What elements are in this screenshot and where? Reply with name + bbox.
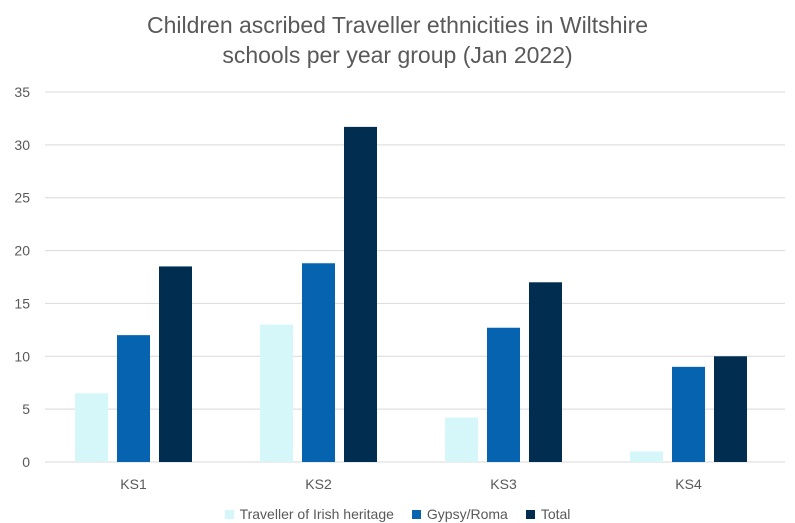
bar-ks3-series-2 [529, 282, 562, 462]
bar-ks1-series-0 [75, 393, 108, 462]
bar-ks1-series-1 [117, 335, 150, 462]
bar-ks4-series-0 [630, 451, 663, 462]
legend-item: Traveller of Irish heritage [224, 505, 394, 523]
y-tick-label: 25 [14, 190, 30, 206]
legend-label: Total [540, 506, 571, 522]
legend-item: Gypsy/Roma [411, 505, 508, 523]
legend-label: Gypsy/Roma [426, 506, 508, 522]
bar-ks3-series-1 [487, 327, 520, 462]
y-tick-label: 10 [14, 348, 30, 364]
chart-title: Children ascribed Traveller ethnicities … [0, 10, 795, 70]
gridlines [45, 91, 785, 463]
legend-label: Traveller of Irish heritage [239, 506, 394, 522]
legend-item: Total [525, 505, 571, 523]
legend-swatch [411, 509, 421, 519]
legend-swatch [224, 509, 234, 519]
bar-ks4-series-2 [714, 356, 747, 462]
bar-ks2-series-2 [344, 126, 377, 462]
y-tick-label: 0 [22, 454, 30, 470]
legend-swatch [525, 509, 535, 519]
y-tick-label: 5 [22, 401, 30, 417]
legend: Traveller of Irish heritage Gypsy/Roma Tot… [0, 505, 795, 523]
bar-ks2-series-0 [260, 324, 293, 462]
x-axis-tick-labels: KS1 KS2 KS3 KS4 [120, 476, 702, 492]
bars [75, 126, 747, 462]
bar-chart-plot: 0 5 10 15 20 25 30 35 KS1 KS2 KS3 KS4 [14, 84, 785, 492]
x-tick-label-ks2: KS2 [305, 476, 332, 492]
chart-title-line-2: schools per year group (Jan 2022) [222, 42, 573, 68]
y-axis-tick-labels: 0 5 10 15 20 25 30 35 [14, 84, 30, 470]
y-tick-label: 30 [14, 137, 30, 153]
bar-ks3-series-0 [445, 417, 478, 462]
y-tick-label: 35 [14, 84, 30, 100]
y-tick-label: 20 [14, 243, 30, 259]
chart-title-line-1: Children ascribed Traveller ethnicities … [146, 12, 649, 38]
bar-ks1-series-2 [159, 266, 192, 462]
bar-ks2-series-1 [302, 263, 335, 462]
y-tick-label: 15 [14, 295, 30, 311]
bar-ks4-series-1 [672, 366, 705, 462]
x-tick-label-ks3: KS3 [490, 476, 517, 492]
x-tick-label-ks4: KS4 [675, 476, 702, 492]
x-tick-label-ks1: KS1 [120, 476, 147, 492]
